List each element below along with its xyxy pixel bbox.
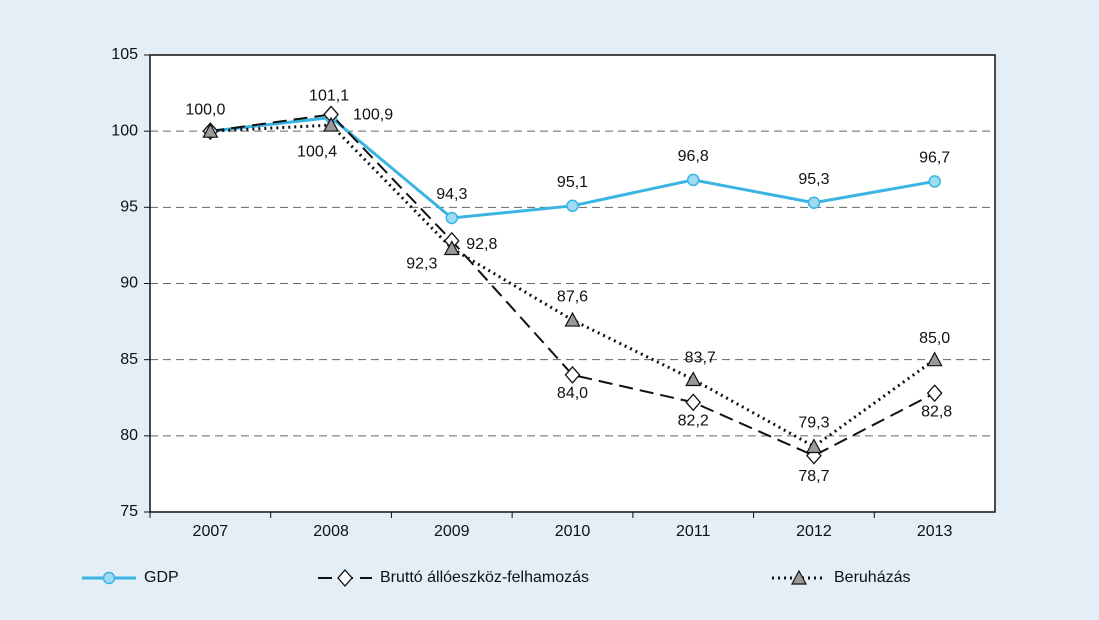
point [564,365,581,384]
x-tick-label: 2007 [193,523,229,540]
point [564,311,581,327]
legend-marker [337,569,353,587]
y-tick-label: 85 [120,351,138,368]
point [805,438,822,454]
point [323,116,340,132]
data-label: 85,0 [919,330,950,347]
data-label: 82,8 [921,403,952,420]
y-tick-label: 95 [120,199,138,216]
legend-label: GDP [144,569,179,586]
legend-marker [790,569,808,585]
y-tick-label: 105 [111,46,138,63]
point [807,196,821,210]
legend-marker [102,571,116,585]
data-label: 100,9 [353,107,393,124]
data-label: 78,7 [798,468,829,485]
data-label: 92,8 [466,236,497,253]
data-label: 94,3 [436,186,467,203]
legend-label: Bruttó állóeszköz-felhamozás [380,569,589,586]
data-label: 84,0 [557,385,588,402]
y-tick-label: 80 [120,427,138,444]
x-tick-label: 2009 [434,523,470,540]
data-label: 83,7 [685,350,716,367]
y-tick-label: 90 [120,275,138,292]
point [566,199,579,213]
x-tick-label: 2013 [917,523,953,540]
data-label: 82,2 [678,413,709,430]
data-label: 95,1 [557,174,588,191]
data-label: 95,3 [798,171,829,188]
point [926,351,943,367]
x-tick-label: 2012 [796,523,832,540]
data-label: 96,7 [919,150,950,167]
x-tick-label: 2010 [555,523,591,540]
point [685,393,702,412]
data-label: 100,0 [185,101,225,118]
data-label: 79,3 [798,415,829,432]
point [926,384,943,403]
point [686,173,700,187]
data-label: 87,6 [557,288,588,305]
point [443,240,460,256]
legend-label: Beruházás [834,569,911,586]
data-label: 100,4 [297,143,337,160]
data-label: 101,1 [309,88,349,105]
y-tick-label: 100 [111,122,138,139]
point [445,211,459,225]
point [928,175,941,188]
x-tick-label: 2011 [676,523,711,540]
data-label: 96,8 [678,148,709,165]
y-tick-label: 75 [120,503,138,520]
data-label: 92,3 [406,256,437,273]
point [685,371,702,387]
point [202,122,219,138]
x-tick-label: 2008 [313,523,349,540]
plot-border [149,54,996,513]
